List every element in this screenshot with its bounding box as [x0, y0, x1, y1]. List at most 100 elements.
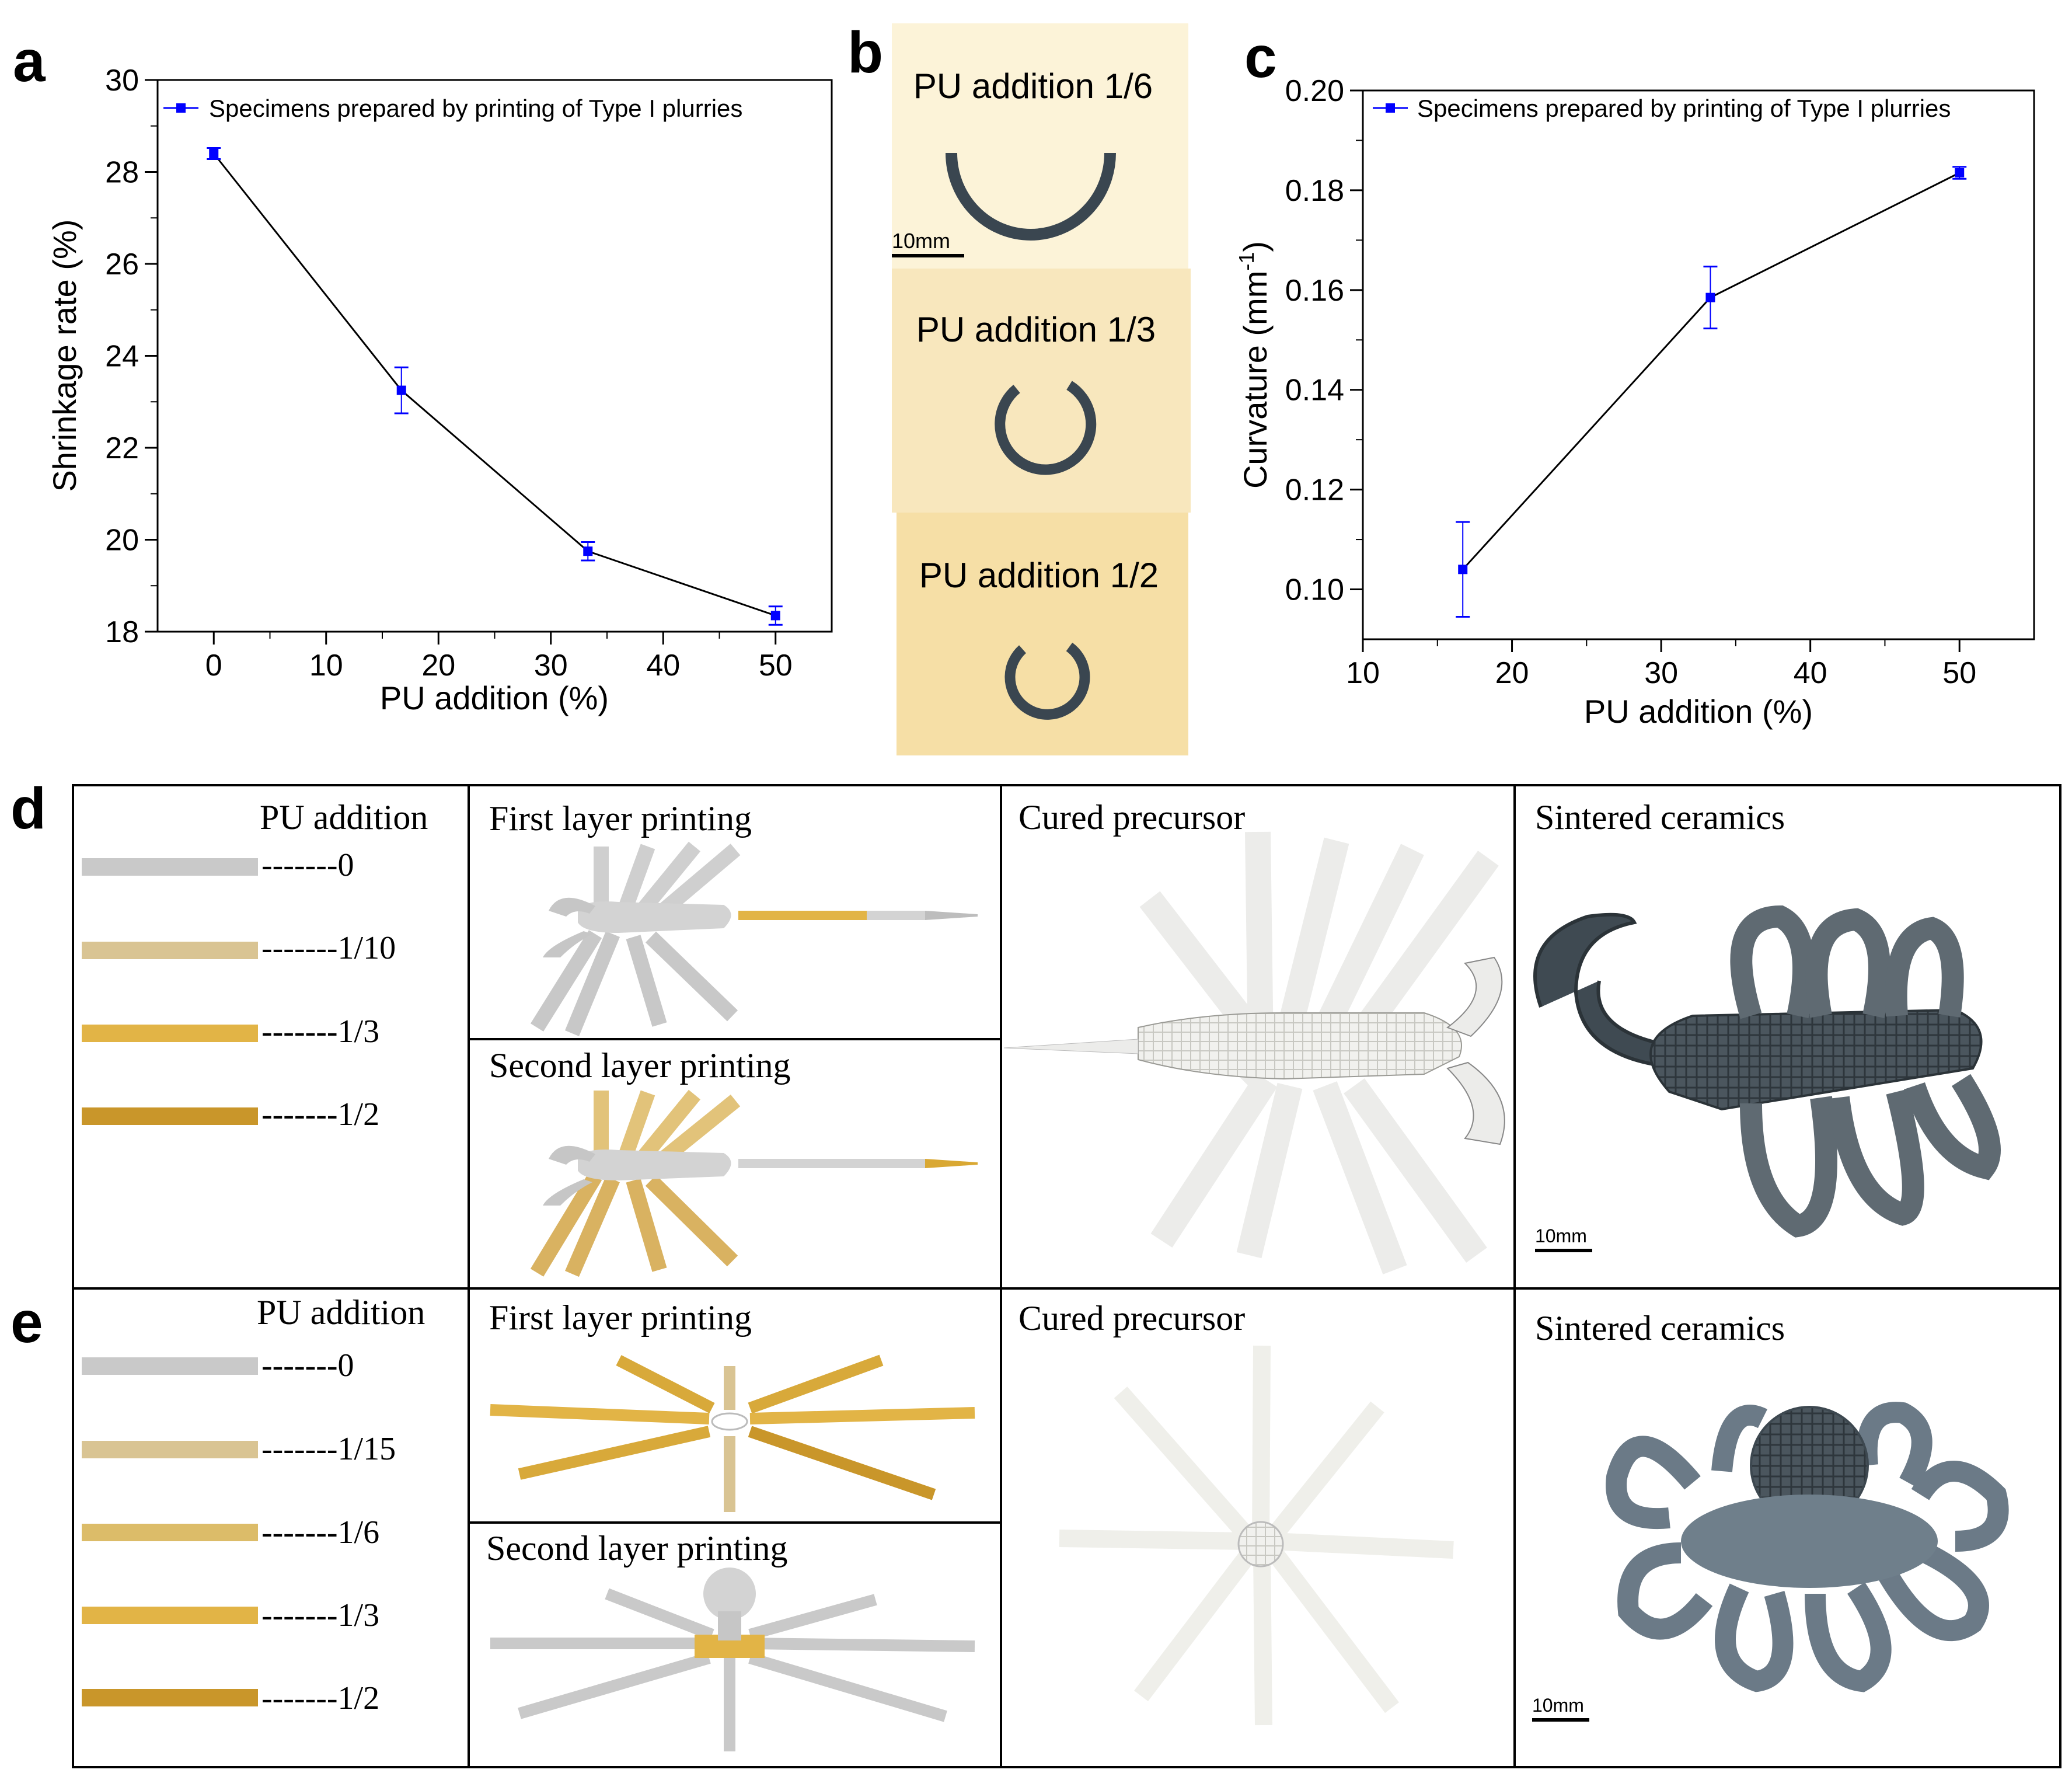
- chart-a-ytick-label: 26: [105, 248, 139, 281]
- panel-e-title-sintered: Sintered ceramics: [1535, 1309, 1785, 1347]
- legend-e-value-4: -------1/2: [261, 1680, 379, 1716]
- octopus-first-layer-model: [490, 1354, 975, 1512]
- legend-d-strip-1: [82, 942, 258, 959]
- photo-bg-2: [892, 269, 1191, 513]
- chart-c-xlabel: PU addition (%): [1584, 693, 1813, 730]
- chart-c-xtick-label: 50: [1942, 656, 1976, 690]
- panel-letter-c: c: [1244, 25, 1277, 90]
- legend-d-value-0: -------0: [261, 847, 354, 883]
- panel-e-title-cured: Cured precursor: [1018, 1299, 1245, 1337]
- legend-d-strip-2: [82, 1025, 258, 1042]
- panel-d-scorpion: PU addition -------0 -------1/10 -------…: [72, 784, 2061, 1290]
- chart-c-frame: [1362, 89, 2035, 640]
- panel-e-octopus: PU addition -------0 -------1/15 -------…: [72, 1287, 2061, 1768]
- scale-bar-label-b: 10mm: [892, 229, 950, 253]
- panel-e-title-first-layer: First layer printing: [489, 1298, 752, 1337]
- chart-c-xtick-label: 30: [1644, 656, 1678, 690]
- chart-a-xtick-label: 10: [309, 649, 343, 682]
- legend-e-strip-3: [82, 1607, 258, 1624]
- panel-e-legend-title: PU addition: [257, 1293, 425, 1332]
- chart-c-legend-marker: [1386, 103, 1395, 113]
- ring-sample-2: [995, 381, 1097, 475]
- panel-e-frame: [72, 1287, 2061, 1768]
- chart-a-ytick-label: 18: [105, 615, 139, 649]
- chart-a-legend-label: Specimens prepared by printing of Type I…: [209, 95, 742, 122]
- octopus-cured-precursor: [1059, 1345, 1454, 1726]
- chart-a-legend: Specimens prepared by printing of Type I…: [163, 95, 742, 122]
- legend-e-strip-2: [82, 1524, 258, 1541]
- octopus-sintered-ceramic: 10mm: [1532, 1402, 2009, 1722]
- chart-a-ytick-label: 20: [105, 524, 139, 558]
- chart-c-ytick-label: 0.20: [1285, 74, 1344, 108]
- chart-c-point: [1458, 565, 1468, 574]
- chart-a-ytick-label: 28: [105, 156, 139, 190]
- chart-c-ytick-label: 0.12: [1285, 473, 1344, 507]
- legend-d-strip-0: [82, 858, 258, 876]
- chart-c-point: [1705, 292, 1715, 302]
- chart-a-legend-marker: [176, 103, 186, 113]
- chart-a-xtick-label: 40: [646, 649, 680, 682]
- chart-c-legend: Specimens prepared by printing of Type I…: [1373, 95, 1951, 122]
- chart-a-ylabel: Shrinkage rate (%): [46, 220, 83, 492]
- shrinkage-chart: 0 10 20 30 40 50 18 20 22 24 26 28 30 Specimens prep…: [46, 64, 833, 716]
- scorpion-cured-precursor: [1003, 831, 1505, 1274]
- panel-e-title-second-layer: Second layer printing: [486, 1529, 788, 1568]
- chart-c-ytick-label: 0.14: [1285, 374, 1344, 407]
- legend-d-value-3: -------1/2: [261, 1096, 379, 1133]
- panel-d-title-cured: Cured precursor: [1018, 798, 1245, 837]
- legend-e-strip-4: [82, 1689, 258, 1706]
- chart-a-frame: [156, 79, 833, 633]
- chart-c-series-line: [1462, 172, 1960, 570]
- legend-e-value-0: -------0: [261, 1347, 354, 1384]
- chart-a-ytick-label: 30: [105, 64, 139, 97]
- legend-e-value-3: -------1/3: [261, 1597, 379, 1633]
- panel-letter-b: b: [847, 20, 884, 85]
- scale-bar-label-e: 10mm: [1532, 1695, 1584, 1716]
- legend-d-value-2: -------1/3: [261, 1013, 379, 1050]
- chart-c-xtick-label: 10: [1346, 656, 1380, 690]
- chart-a-xtick-label: 0: [205, 649, 222, 682]
- chart-a-ytick-label: 22: [105, 431, 139, 465]
- legend-e-strip-0: [82, 1357, 258, 1375]
- chart-c-ytick-label: 0.16: [1285, 274, 1344, 308]
- photo-label-2: PU addition 1/3: [916, 310, 1156, 349]
- photo-label-3: PU addition 1/2: [919, 556, 1159, 595]
- scorpion-second-layer-model: [530, 1089, 978, 1277]
- legend-e-value-1: -------1/15: [261, 1431, 396, 1467]
- chart-a-xtick-label: 30: [534, 649, 568, 682]
- chart-c-ylabel: Curvature (mm-1): [1234, 241, 1274, 489]
- scale-bar-label-d: 10mm: [1535, 1225, 1587, 1246]
- chart-a-series-line: [213, 153, 776, 616]
- chart-a-xtick-label: 20: [421, 649, 455, 682]
- photo-bg-1: [892, 23, 1188, 269]
- panel-d-legend-title: PU addition: [260, 798, 428, 837]
- chart-a-point: [396, 385, 406, 395]
- chart-a-ytick-label: 24: [105, 340, 139, 374]
- legend-e-value-2: -------1/6: [261, 1514, 379, 1551]
- panel-letter-a: a: [13, 29, 46, 94]
- scorpion-first-layer-model: [530, 841, 978, 1036]
- panel-d-title-first-layer: First layer printing: [489, 799, 752, 838]
- scorpion-sintered-ceramic: 10mm: [1533, 905, 2001, 1252]
- chart-c-ytick-label: 0.10: [1285, 573, 1344, 607]
- legend-d-value-1: -------1/10: [261, 930, 396, 966]
- chart-c-ytick-label: 0.18: [1285, 174, 1344, 208]
- chart-a-xtick-label: 50: [759, 649, 793, 682]
- panel-letter-e: e: [11, 1290, 43, 1355]
- ring-sample-1: [946, 152, 1116, 241]
- chart-c-xtick-label: 40: [1794, 656, 1827, 690]
- chart-c-xtick-label: 20: [1495, 656, 1529, 690]
- curvature-chart: 10 20 30 40 50 0.10 0.12 0.14 0.16 0.18 0.20 Speci…: [1234, 74, 2035, 730]
- panel-b-photos: PU addition 1/6 PU addition 1/3 PU addit…: [892, 23, 1191, 755]
- chart-a-xlabel: PU addition (%): [380, 680, 609, 716]
- octopus-second-layer-model: [490, 1568, 975, 1751]
- chart-a-point: [209, 149, 219, 158]
- photo-label-1: PU addition 1/6: [913, 67, 1153, 106]
- chart-c-legend-label: Specimens prepared by printing of Type I…: [1417, 95, 1951, 122]
- chart-a-point: [583, 546, 593, 556]
- chart-c-point: [1955, 168, 1965, 177]
- legend-d-strip-3: [82, 1107, 258, 1125]
- chart-a-point: [770, 611, 780, 621]
- panel-d-title-sintered: Sintered ceramics: [1535, 798, 1785, 837]
- panel-d-title-second-layer: Second layer printing: [489, 1046, 791, 1085]
